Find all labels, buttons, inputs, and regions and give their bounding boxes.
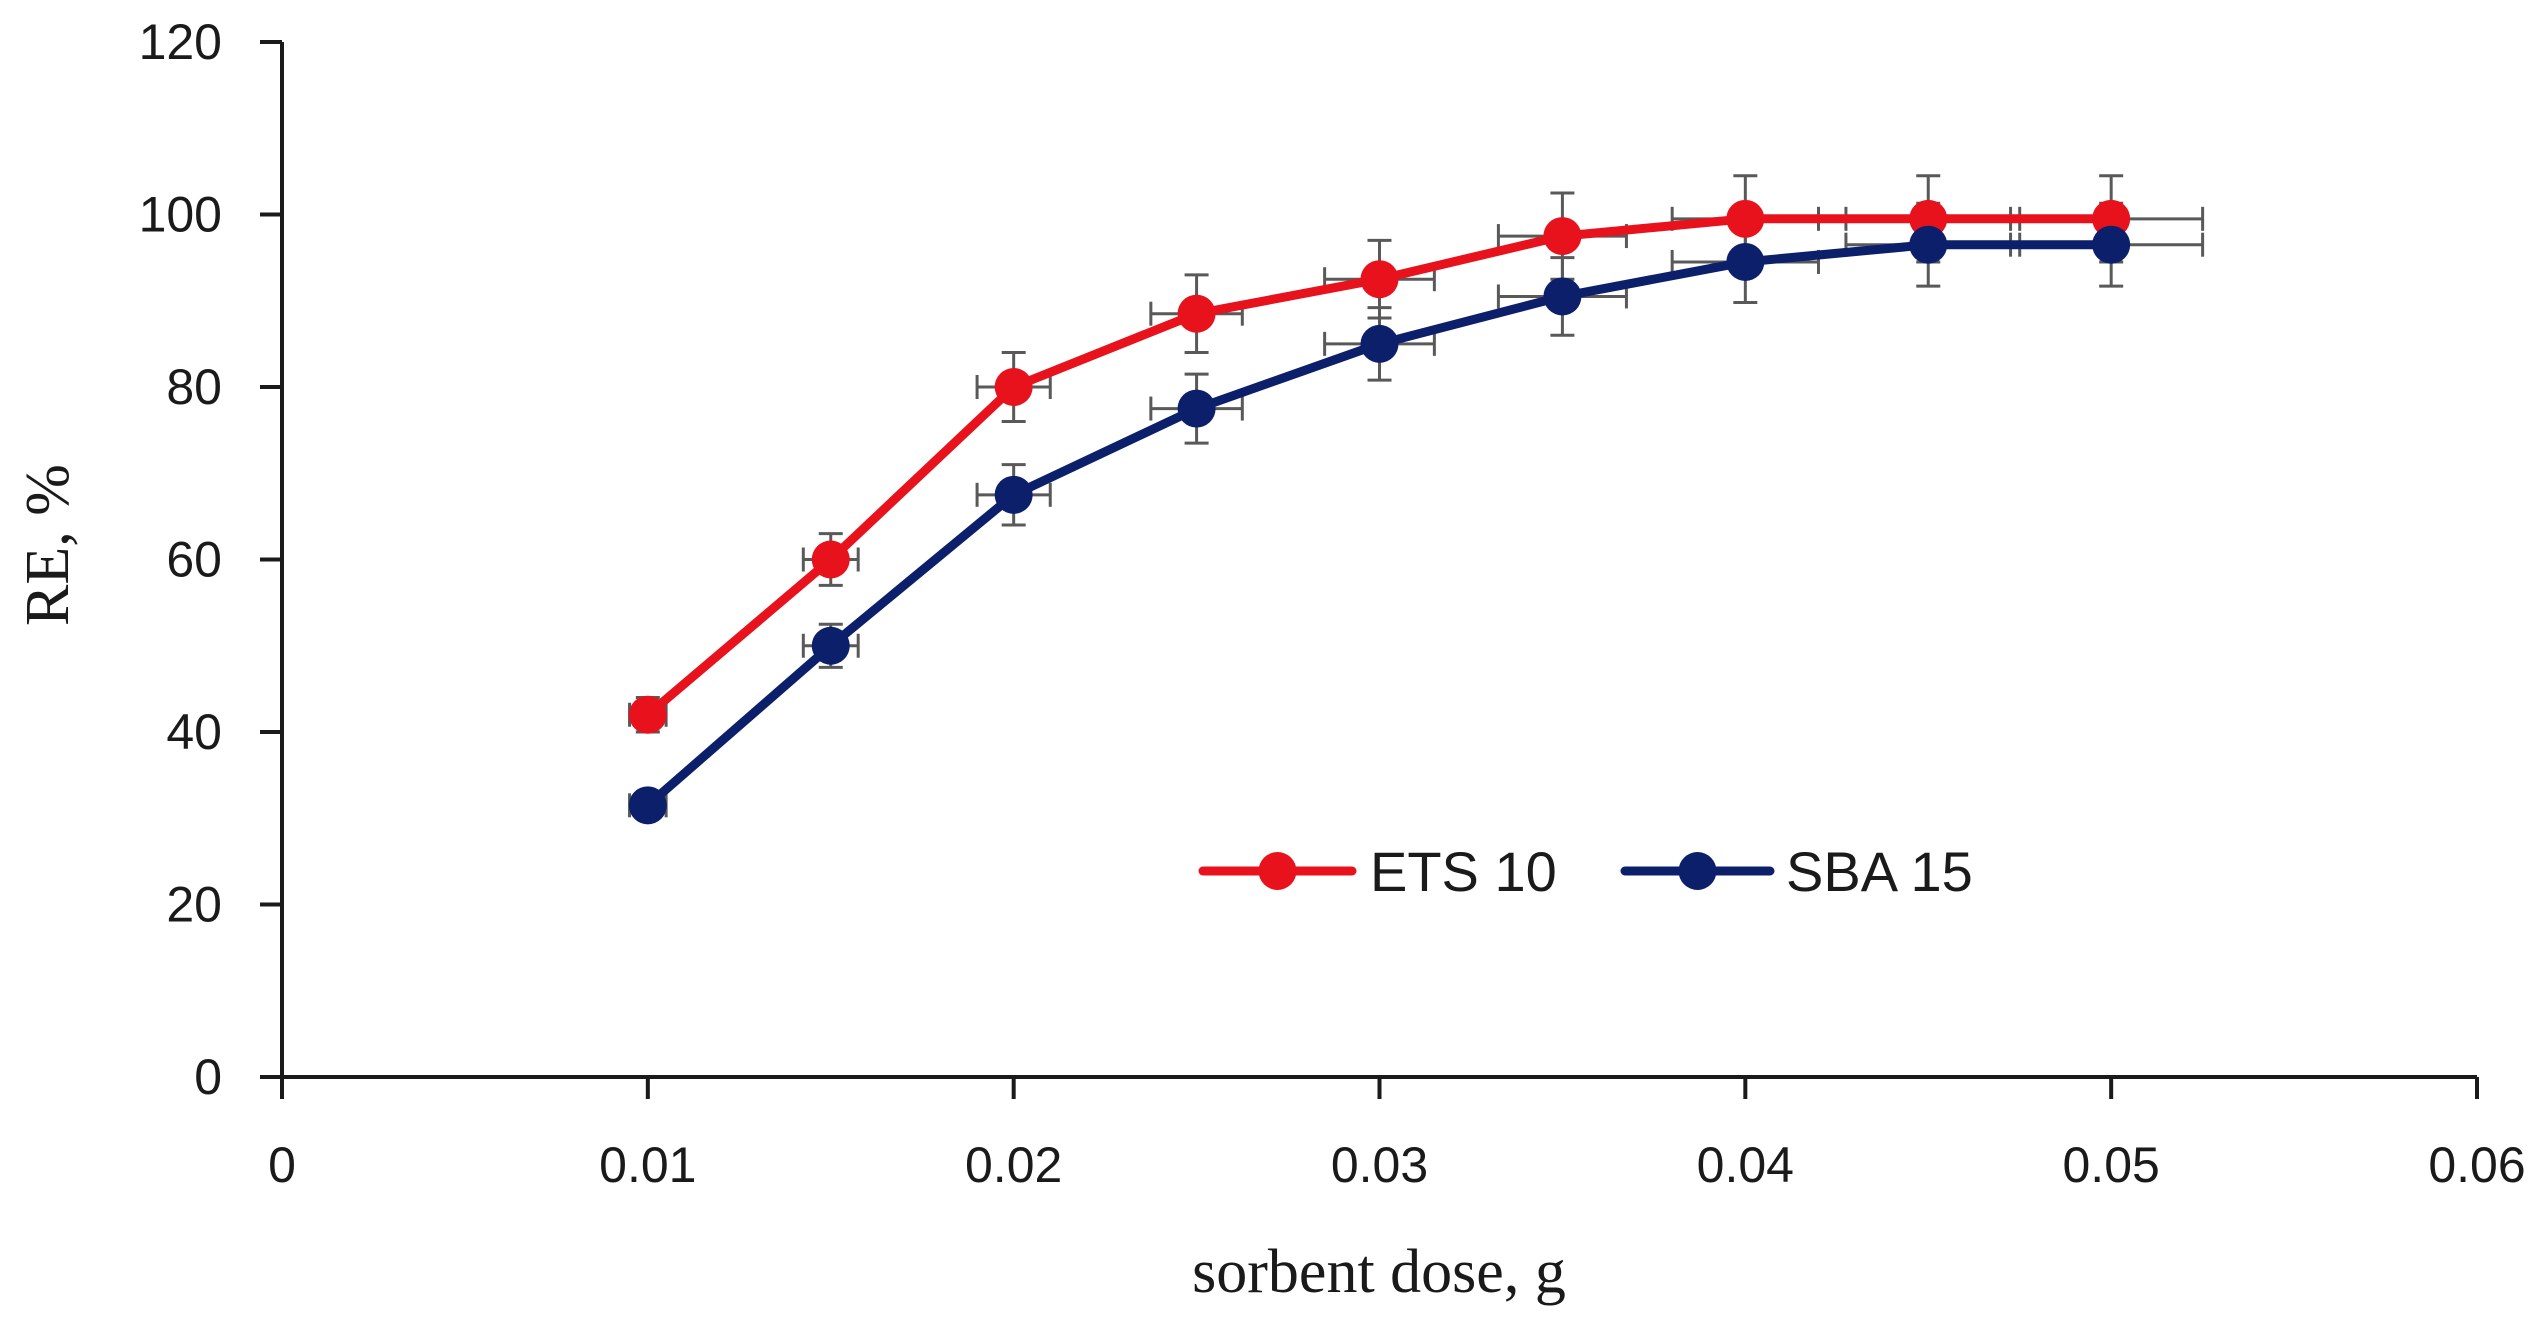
axes bbox=[280, 42, 2477, 1079]
data-point-1 bbox=[994, 368, 1033, 406]
y-tick-label: 0 bbox=[194, 1049, 222, 1105]
y-tick-label: 40 bbox=[166, 704, 222, 760]
legend: ETS 10 SBA 15 bbox=[1198, 840, 1973, 903]
data-point-2 bbox=[811, 626, 850, 665]
x-tick-label: 0.05 bbox=[2063, 1137, 2160, 1193]
data-point-2 bbox=[1360, 324, 1399, 363]
data-point-2 bbox=[1543, 277, 1582, 316]
data-point-2 bbox=[994, 475, 1033, 514]
legend-label-2: SBA 15 bbox=[1786, 840, 1973, 903]
legend-marker-2 bbox=[1678, 852, 1717, 890]
x-tick-label: 0.02 bbox=[965, 1137, 1062, 1193]
y-tick-label: 120 bbox=[139, 14, 222, 70]
x-tick-label: 0 bbox=[268, 1137, 296, 1193]
series-markers bbox=[628, 199, 2131, 825]
data-point-2 bbox=[2092, 225, 2131, 264]
data-point-1 bbox=[1177, 294, 1216, 333]
data-point-2 bbox=[1726, 242, 1765, 281]
x-axis-title: sorbent dose, g bbox=[1192, 1238, 1566, 1306]
y-tick-label: 100 bbox=[139, 187, 222, 243]
data-point-2 bbox=[628, 786, 667, 825]
data-point-2 bbox=[1909, 225, 1948, 264]
data-point-1 bbox=[1726, 199, 1765, 238]
data-point-1 bbox=[1360, 260, 1399, 299]
x-tick-label: 0.03 bbox=[1331, 1137, 1428, 1193]
x-tick-label: 0.04 bbox=[1697, 1137, 1794, 1193]
x-tick-label: 0.06 bbox=[2428, 1137, 2525, 1193]
data-point-1 bbox=[811, 540, 850, 579]
y-tick-label: 20 bbox=[166, 877, 222, 933]
y-ticks: 0 20 40 60 80 100 120 bbox=[139, 14, 282, 1105]
data-point-1 bbox=[628, 695, 667, 734]
x-ticks: 0 0.01 0.02 0.03 0.04 0.05 0.06 bbox=[268, 1077, 2526, 1193]
data-point-2 bbox=[1177, 389, 1216, 428]
legend-marker-1 bbox=[1258, 852, 1297, 890]
legend-label-1: ETS 10 bbox=[1370, 840, 1557, 903]
y-tick-label: 80 bbox=[166, 359, 222, 415]
data-point-1 bbox=[1543, 217, 1582, 256]
x-tick-label: 0.01 bbox=[599, 1137, 696, 1193]
y-axis-title: RE, % bbox=[14, 464, 82, 626]
y-tick-label: 60 bbox=[166, 532, 222, 588]
